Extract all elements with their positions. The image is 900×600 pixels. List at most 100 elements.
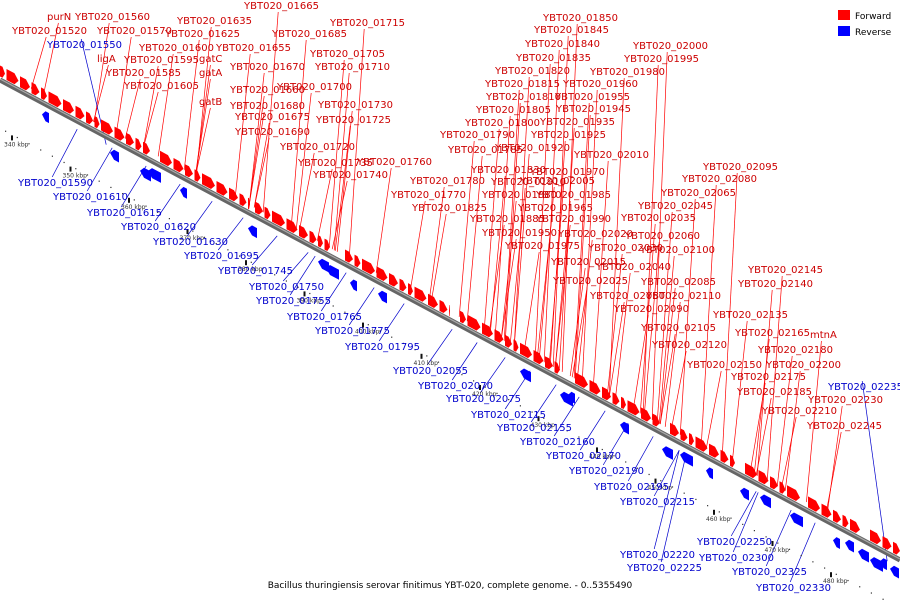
scale-dot: [75, 168, 77, 170]
scale-dot: [402, 342, 404, 345]
gene-feature-forward: [345, 249, 353, 263]
gene-label-forward: YBT020_01595: [123, 55, 199, 66]
scale-dot: [414, 349, 416, 351]
leader-line-forward: [576, 239, 593, 380]
scale-dot: [110, 186, 112, 189]
gene-label-forward: YBT020_01740: [312, 170, 388, 181]
gene-feature-forward: [248, 197, 250, 210]
scale-dot: [753, 530, 755, 532]
gene-feature-reverse: [350, 279, 357, 292]
gene-feature-forward: [86, 111, 93, 125]
gene-feature-forward: [439, 299, 448, 313]
gene-feature-reverse: [858, 548, 869, 563]
gene-feature-forward: [494, 329, 504, 343]
gene-label-forward: YBT020_02095: [702, 162, 778, 173]
leader-line-reverse: [289, 255, 316, 296]
gene-label-forward: YBT020_01950: [481, 228, 557, 239]
scale-dot: [297, 286, 299, 288]
gene-feature-forward: [467, 314, 481, 331]
scale-dot: [730, 517, 732, 519]
scale-dot: [227, 249, 229, 251]
gene-label-forward: YBT020_02035: [620, 213, 696, 224]
scale-dot: [882, 598, 884, 600]
leader-line-reverse: [378, 303, 405, 342]
scale-dot: [554, 423, 557, 426]
scale-tick: [128, 197, 130, 203]
gene-feature-forward: [75, 105, 85, 120]
scale-dot: [847, 579, 849, 582]
leader-line-forward: [253, 122, 270, 208]
gene-feature-forward: [143, 141, 150, 155]
gene-label-reverse: YBT020_02160: [519, 437, 595, 448]
leader-line-forward: [43, 22, 59, 96]
gene-label-forward: YBT020_02060: [624, 231, 700, 242]
gene-feature-reverse: [845, 539, 854, 553]
scale-dot: [309, 292, 311, 295]
scale-tick: [420, 353, 423, 359]
gene-label-forward: YBT020_01815: [484, 79, 560, 90]
gene-label-forward: YBT020_01720: [279, 142, 355, 153]
gene-label-forward: YBT020_02080: [681, 174, 757, 185]
scale-dot: [695, 498, 697, 501]
scale-dot: [98, 180, 100, 182]
scale-dot: [16, 136, 18, 139]
leader-line-forward: [606, 253, 623, 396]
gene-feature-forward: [482, 322, 493, 338]
gene-label-forward: YBT020_02020: [557, 229, 633, 240]
scale-tick: [11, 135, 13, 141]
gene-label-forward: YBT020_02010: [573, 150, 649, 161]
leader-line-forward: [195, 107, 211, 177]
scale-dot: [519, 405, 521, 407]
gene-feature-reverse: [680, 451, 693, 467]
leader-line-forward: [780, 416, 797, 489]
leader-line-forward: [658, 255, 675, 424]
gene-feature-forward: [627, 400, 640, 416]
gene-label-forward: YBT020_01955: [554, 92, 630, 103]
gene-feature-forward: [621, 396, 626, 409]
leader-line-forward: [142, 91, 159, 149]
gene-label-forward: YBT020_01660: [229, 85, 305, 96]
scale-dot: [496, 392, 498, 394]
scale-dot: [133, 199, 135, 201]
gene-feature-forward: [318, 235, 323, 248]
leader-line-forward: [549, 140, 566, 366]
leader-line-forward: [755, 397, 772, 476]
legend-label-reverse: Reverse: [855, 28, 892, 38]
leader-line-forward: [234, 53, 251, 198]
leader-line-forward: [336, 110, 353, 252]
gene-feature-forward: [126, 132, 134, 146]
gene-label-forward: YBT020_01635: [176, 16, 252, 27]
gene-label-forward: YBT020_01675: [234, 112, 310, 123]
leader-line-reverse: [789, 522, 816, 583]
scale-tick: [186, 229, 189, 234]
scale-tick-label: 470 kbp: [765, 547, 790, 554]
scale-dot: [28, 143, 30, 145]
leader-line-forward: [328, 59, 345, 248]
gene-label-forward: gatB: [199, 97, 222, 108]
gene-label-forward: YBT020_01985: [535, 190, 611, 201]
gene-feature-forward: [545, 356, 553, 370]
scale-tick-label: 410 kbp: [414, 360, 439, 367]
gene-label-reverse: YBT020_02215: [619, 497, 695, 508]
leader-line-forward: [290, 39, 307, 228]
gene-label-forward: YBT020_01605: [123, 81, 199, 92]
leader-line-reverse: [732, 492, 759, 553]
legend-swatch-forward: [838, 10, 850, 20]
gene-label-forward: YBT020_02230: [807, 395, 883, 406]
leader-line-forward: [731, 320, 748, 463]
leader-line-forward: [554, 200, 571, 369]
leader-line-forward: [592, 160, 609, 389]
gene-feature-forward: [720, 449, 729, 463]
scale-tick: [713, 509, 715, 515]
gene-label-reverse: YBT020_01750: [248, 282, 324, 293]
leader-line-forward: [554, 224, 571, 369]
scale-dot: [168, 218, 170, 220]
gene-label-forward: YBT020_02120: [651, 340, 727, 351]
gene-label-forward: gatA: [199, 68, 222, 79]
leader-line-forward: [331, 180, 348, 250]
gene-label-forward: YBT020_01715: [329, 18, 405, 29]
scale-dot: [578, 436, 580, 438]
gene-feature-forward: [689, 433, 694, 446]
gene-labels: purN YBT020_01520 YBT020_01560 YBT020_01570…: [11, 1, 900, 594]
leader-line-reverse: [451, 342, 478, 381]
